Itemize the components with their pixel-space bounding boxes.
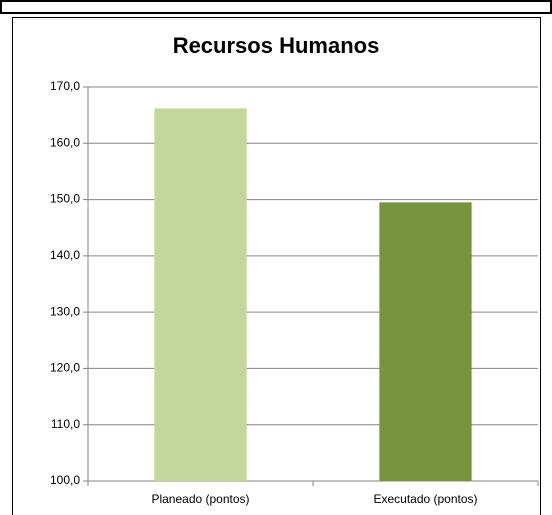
y-tick-label: 150,0: [50, 192, 80, 206]
top-frame: [0, 0, 552, 14]
y-tick-label: 170,0: [50, 79, 80, 93]
x-tick-label: Executado (pontos): [373, 492, 477, 506]
y-tick-label: 160,0: [50, 135, 80, 149]
y-tick-label: 130,0: [50, 304, 80, 318]
bar: [154, 108, 247, 481]
bar: [379, 202, 472, 481]
y-tick-label: 110,0: [51, 417, 80, 431]
y-tick-label: 100,0: [50, 473, 80, 487]
y-tick-label: 140,0: [50, 248, 80, 262]
y-tick-label: 120,0: [50, 361, 80, 375]
x-tick-label: Planeado (pontos): [151, 492, 249, 506]
chart-title: Recursos Humanos: [173, 33, 380, 58]
